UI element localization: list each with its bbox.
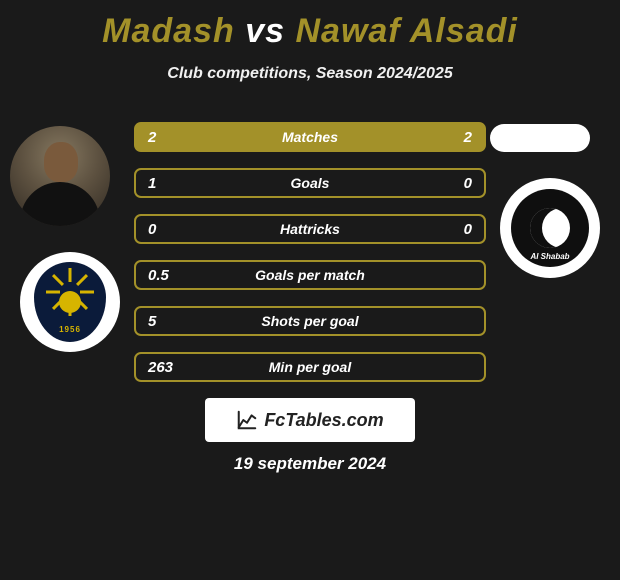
stat-value-left: 0 [148, 221, 184, 238]
stat-value-left: 5 [148, 313, 184, 330]
subtitle: Club competitions, Season 2024/2025 [0, 65, 620, 83]
stat-label: Min per goal [136, 359, 484, 375]
player-avatar-left [10, 126, 110, 226]
stat-label: Goals [136, 175, 484, 191]
club-right-text: Al Shabab [511, 252, 589, 261]
stat-label: Hattricks [136, 221, 484, 237]
stat-value-right: 2 [436, 129, 472, 146]
stat-value-left: 1 [148, 175, 184, 192]
stat-value-right: 0 [436, 175, 472, 192]
club-badge-left: 1956 [20, 252, 120, 352]
title-vs: vs [245, 12, 285, 50]
footer-brand-text: FcTables.com [264, 410, 383, 431]
chart-icon [236, 409, 258, 431]
stat-value-left: 2 [148, 129, 184, 146]
stats-table: 2Matches21Goals00Hattricks00.5Goals per … [134, 122, 486, 398]
stat-row: 1Goals0 [134, 168, 486, 198]
stat-value-left: 0.5 [148, 267, 184, 284]
stat-row: 263Min per goal [134, 352, 486, 382]
stat-row: 0Hattricks0 [134, 214, 486, 244]
stat-label: Shots per goal [136, 313, 484, 329]
club-left-ball-icon [59, 291, 81, 313]
club-left-year: 1956 [34, 325, 106, 334]
stat-row: 5Shots per goal [134, 306, 486, 336]
stat-value-left: 263 [148, 359, 184, 376]
player-avatar-right-placeholder [490, 124, 590, 152]
date-text: 19 september 2024 [0, 454, 620, 474]
page-title: Madash vs Nawaf Alsadi [0, 0, 620, 51]
title-player-left: Madash [102, 12, 235, 50]
title-player-right: Nawaf Alsadi [295, 12, 517, 50]
stat-row: 2Matches2 [134, 122, 486, 152]
stat-label: Matches [136, 129, 484, 145]
stat-value-right: 0 [436, 221, 472, 238]
footer-brand-badge: FcTables.com [205, 398, 415, 442]
club-badge-right: Al Shabab [500, 178, 600, 278]
stat-label: Goals per match [136, 267, 484, 283]
stat-row: 0.5Goals per match [134, 260, 486, 290]
club-right-moon-icon [530, 208, 570, 248]
